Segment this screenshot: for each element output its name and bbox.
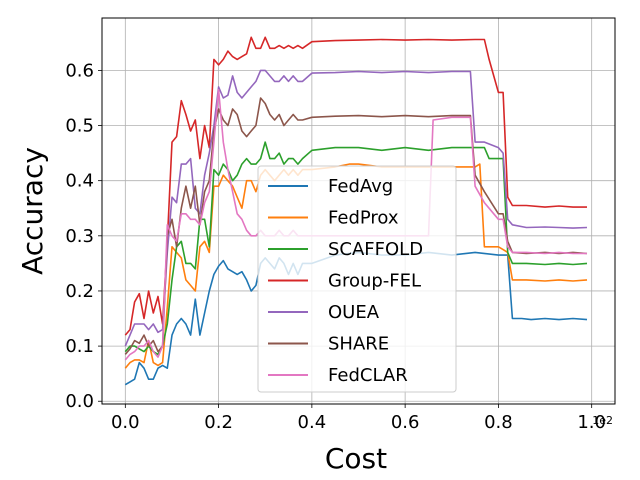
y-tick-label: 0.1 bbox=[65, 336, 94, 357]
legend-label-scaffold: SCAFFOLD bbox=[328, 239, 423, 260]
y-tick-label: 0.6 bbox=[65, 60, 94, 81]
legend: FedAvg FedProx SCAFFOLD Group-FEL OUEA SHARE F… bbox=[257, 165, 457, 393]
series-line-fedavg bbox=[124, 251, 588, 386]
series-line-fedclar bbox=[124, 88, 587, 361]
series-line-share bbox=[124, 97, 588, 355]
legend-label-fedavg: FedAvg bbox=[328, 176, 393, 197]
plot-frame bbox=[101, 17, 616, 405]
series-layer bbox=[124, 36, 588, 386]
x-tick-label: 0.8 bbox=[484, 412, 513, 433]
legend-label-share: SHARE bbox=[328, 334, 389, 355]
x-tick-label: 0.2 bbox=[204, 412, 233, 433]
y-tick-label: 0.0 bbox=[65, 391, 94, 412]
y-tick-label: 0.4 bbox=[65, 171, 94, 192]
x-tick-label: 0.6 bbox=[391, 412, 420, 433]
x-axis-offset-label: 1e2 bbox=[592, 414, 613, 427]
series-line-scaffold bbox=[124, 141, 588, 356]
series-line-group-fel bbox=[124, 36, 587, 336]
legend-label-ouea: OUEA bbox=[328, 302, 380, 323]
x-axis-title: Cost bbox=[325, 442, 387, 475]
legend-label-group-fel: Group-FEL bbox=[328, 271, 421, 292]
legend-box bbox=[257, 165, 457, 393]
y-tick-label: 0.2 bbox=[65, 281, 94, 302]
x-tick-label: 1.0 bbox=[577, 412, 606, 433]
y-tick-label: 0.3 bbox=[65, 226, 94, 247]
x-tick-label: 0.0 bbox=[111, 412, 140, 433]
y-axis-title: Accuracy bbox=[16, 147, 49, 275]
axis-ticks: 0.0 0.2 0.4 0.6 0.8 1.0 0.0 0.1 0.2 0.3 0.4 0.5 0.6 bbox=[65, 60, 606, 433]
y-tick-label: 0.5 bbox=[65, 116, 94, 137]
x-tick-label: 0.4 bbox=[298, 412, 327, 433]
legend-label-fedclar: FedCLAR bbox=[328, 365, 408, 386]
legend-label-fedprox: FedProx bbox=[328, 208, 399, 229]
